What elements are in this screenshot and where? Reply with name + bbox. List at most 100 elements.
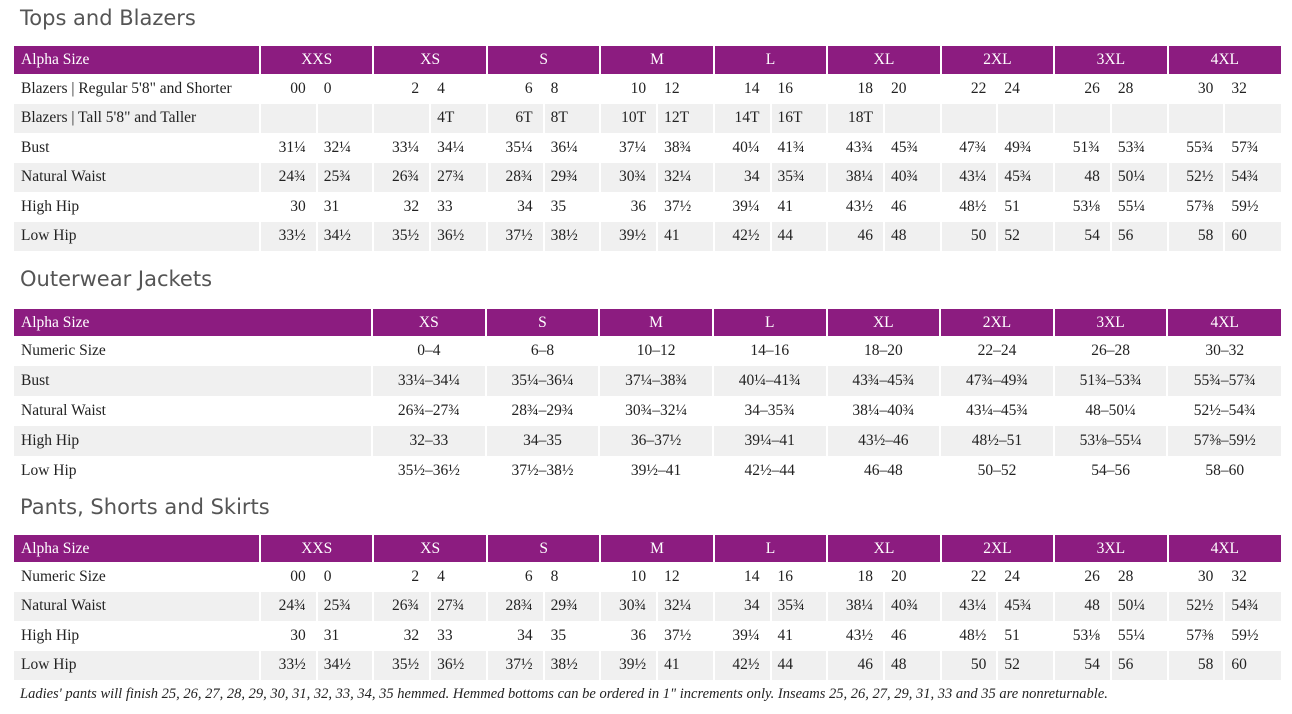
table-row: High Hip 32–33 34–35 36–37½ 39¼–41 43½–46 48½–… xyxy=(14,426,1281,456)
table-cell: 24¾ xyxy=(259,162,317,192)
table-cell: 28 xyxy=(1109,74,1168,104)
row-label: Low Hip xyxy=(21,462,77,479)
table-cell: 47¾ xyxy=(939,133,998,163)
table-cell: 36½ xyxy=(429,221,487,251)
table-cell: 10 xyxy=(599,562,658,592)
section-title: Tops and Blazers xyxy=(20,6,196,30)
table-cell: 46 xyxy=(882,621,941,651)
table-cell: 37½ xyxy=(656,621,714,651)
size-header: S xyxy=(485,535,601,562)
table-cell: 43¼–45¾ xyxy=(939,396,1054,426)
table-cell: 31¼ xyxy=(259,133,317,163)
table-cell: 55¼ xyxy=(1109,621,1168,651)
table-cell: 18–20 xyxy=(825,336,941,366)
size-header: XS xyxy=(371,309,486,336)
table-cell: 48½–51 xyxy=(939,426,1054,456)
table-cell: 41 xyxy=(656,221,714,251)
table-cell: 32 xyxy=(372,192,431,222)
table-cell: 54¾ xyxy=(1223,591,1282,621)
table-cell: 38½ xyxy=(542,221,601,251)
row-header: Alpha Size xyxy=(14,535,260,562)
table-cell: 46 xyxy=(882,192,941,222)
table-cell: 54 xyxy=(1053,221,1111,251)
size-header: 3XL xyxy=(1053,46,1168,74)
table-row: High Hip 30 31 32 33 34 35 36 37½ 39¼ 41 43½ 46 48½ 51… xyxy=(14,621,1282,651)
table-cell: 52½ xyxy=(1166,162,1225,192)
table-cell: 24¾ xyxy=(259,591,317,621)
table-cell: 30 xyxy=(259,621,317,651)
table-cell: 57⅜–59½ xyxy=(1166,426,1281,456)
table-cell: 36–37½ xyxy=(598,426,713,456)
table-cell: 40¼ xyxy=(712,133,771,163)
table-cell: 54–56 xyxy=(1052,456,1168,486)
table-cell: 26 xyxy=(1053,562,1111,592)
table-cell: 12 xyxy=(656,74,714,104)
table-cell: 34 xyxy=(485,621,544,651)
size-header: S xyxy=(485,46,601,74)
table-cell: 0 xyxy=(315,74,374,104)
table-cell: 46 xyxy=(826,221,884,251)
table-cell: 4 xyxy=(429,74,487,104)
table-cell: 50¼ xyxy=(1109,162,1168,192)
size-header: XL xyxy=(826,46,941,74)
table-cell: 26 xyxy=(1053,74,1111,104)
table-cell: 53⅛ xyxy=(1053,192,1111,222)
table-cell: 39½–41 xyxy=(598,456,713,486)
table-cell: 4 xyxy=(429,562,487,592)
table-cell: 14–16 xyxy=(711,336,827,366)
table-cell: 58–60 xyxy=(1166,456,1281,486)
table-cell: 31 xyxy=(315,192,374,222)
table-cell: 41¾ xyxy=(769,133,828,163)
table-cell: 52 xyxy=(996,650,1055,680)
table-cell: 20 xyxy=(882,74,941,104)
table-cell: 2 xyxy=(372,74,431,104)
table-cell: 43¼ xyxy=(939,591,998,621)
table-cell: 57⅜ xyxy=(1166,192,1225,222)
table-cell: 34½ xyxy=(315,650,374,680)
table-cell: 12 xyxy=(656,562,714,592)
table-cell: 6–8 xyxy=(484,336,600,366)
table-cell: 8 xyxy=(542,74,601,104)
table-cell: 53¾ xyxy=(1109,133,1168,163)
size-header: 4XL xyxy=(1166,46,1282,74)
size-header: XXS xyxy=(258,535,374,562)
table-cell: 34 xyxy=(712,162,771,192)
size-header: 3XL xyxy=(1052,309,1168,336)
table-cell: 57⅜ xyxy=(1166,621,1225,651)
table-cell: 12T xyxy=(656,103,714,133)
table-cell: 48½ xyxy=(939,192,998,222)
table-cell: 30 xyxy=(259,192,317,222)
table-row: Low Hip 35½–36½ 37½–38½ 39½–41 42½–44 46–48 50… xyxy=(14,456,1281,486)
table-cell xyxy=(1109,103,1168,133)
table-cell: 35½–36½ xyxy=(371,456,486,486)
size-header: 2XL xyxy=(939,535,1055,562)
table-cell: 30¾ xyxy=(599,162,658,192)
table-cell: 32 xyxy=(372,621,431,651)
table-cell: 35 xyxy=(542,192,601,222)
table-cell: 34–35 xyxy=(484,426,600,456)
size-table: Alpha Size XS S M L XL 2XL 3XL 4XL Numeric Size 0–… xyxy=(14,309,1281,486)
table-cell: 36½ xyxy=(429,650,487,680)
table-cell: 33 xyxy=(429,192,487,222)
row-label: High Hip xyxy=(14,426,372,456)
table-cell: 28¾ xyxy=(485,591,544,621)
row-label: Natural Waist xyxy=(14,162,260,192)
size-table: Alpha Size XXS XS S M L XL 2XL 3XL 4XL Numeric Siz… xyxy=(14,535,1282,680)
table-cell: 25¾ xyxy=(315,591,374,621)
table-cell: 55¾–57¾ xyxy=(1166,366,1281,396)
table-cell: 00 xyxy=(259,74,317,104)
table-cell: 48½ xyxy=(939,621,998,651)
table-cell: 41 xyxy=(769,192,828,222)
table-cell: 40¾ xyxy=(882,591,941,621)
table-cell: 44 xyxy=(769,650,828,680)
table-cell: 18 xyxy=(826,562,884,592)
table-cell: 36¼ xyxy=(542,133,601,163)
header-row: Alpha Size XXS XS S M L XL 2XL 3XL 4XL xyxy=(14,535,1282,562)
table-cell: 27¾ xyxy=(429,591,487,621)
table-row: Low Hip 33½ 34½ 35½ 36½ 37½ 38½ 39½ 41 42½ 44 46 48 5… xyxy=(14,650,1282,680)
table-cell: 33¼ xyxy=(372,133,431,163)
size-header: 2XL xyxy=(939,46,1055,74)
table-cell: 49¾ xyxy=(996,133,1055,163)
table-cell: 43¾ xyxy=(826,133,884,163)
size-header: L xyxy=(712,535,828,562)
